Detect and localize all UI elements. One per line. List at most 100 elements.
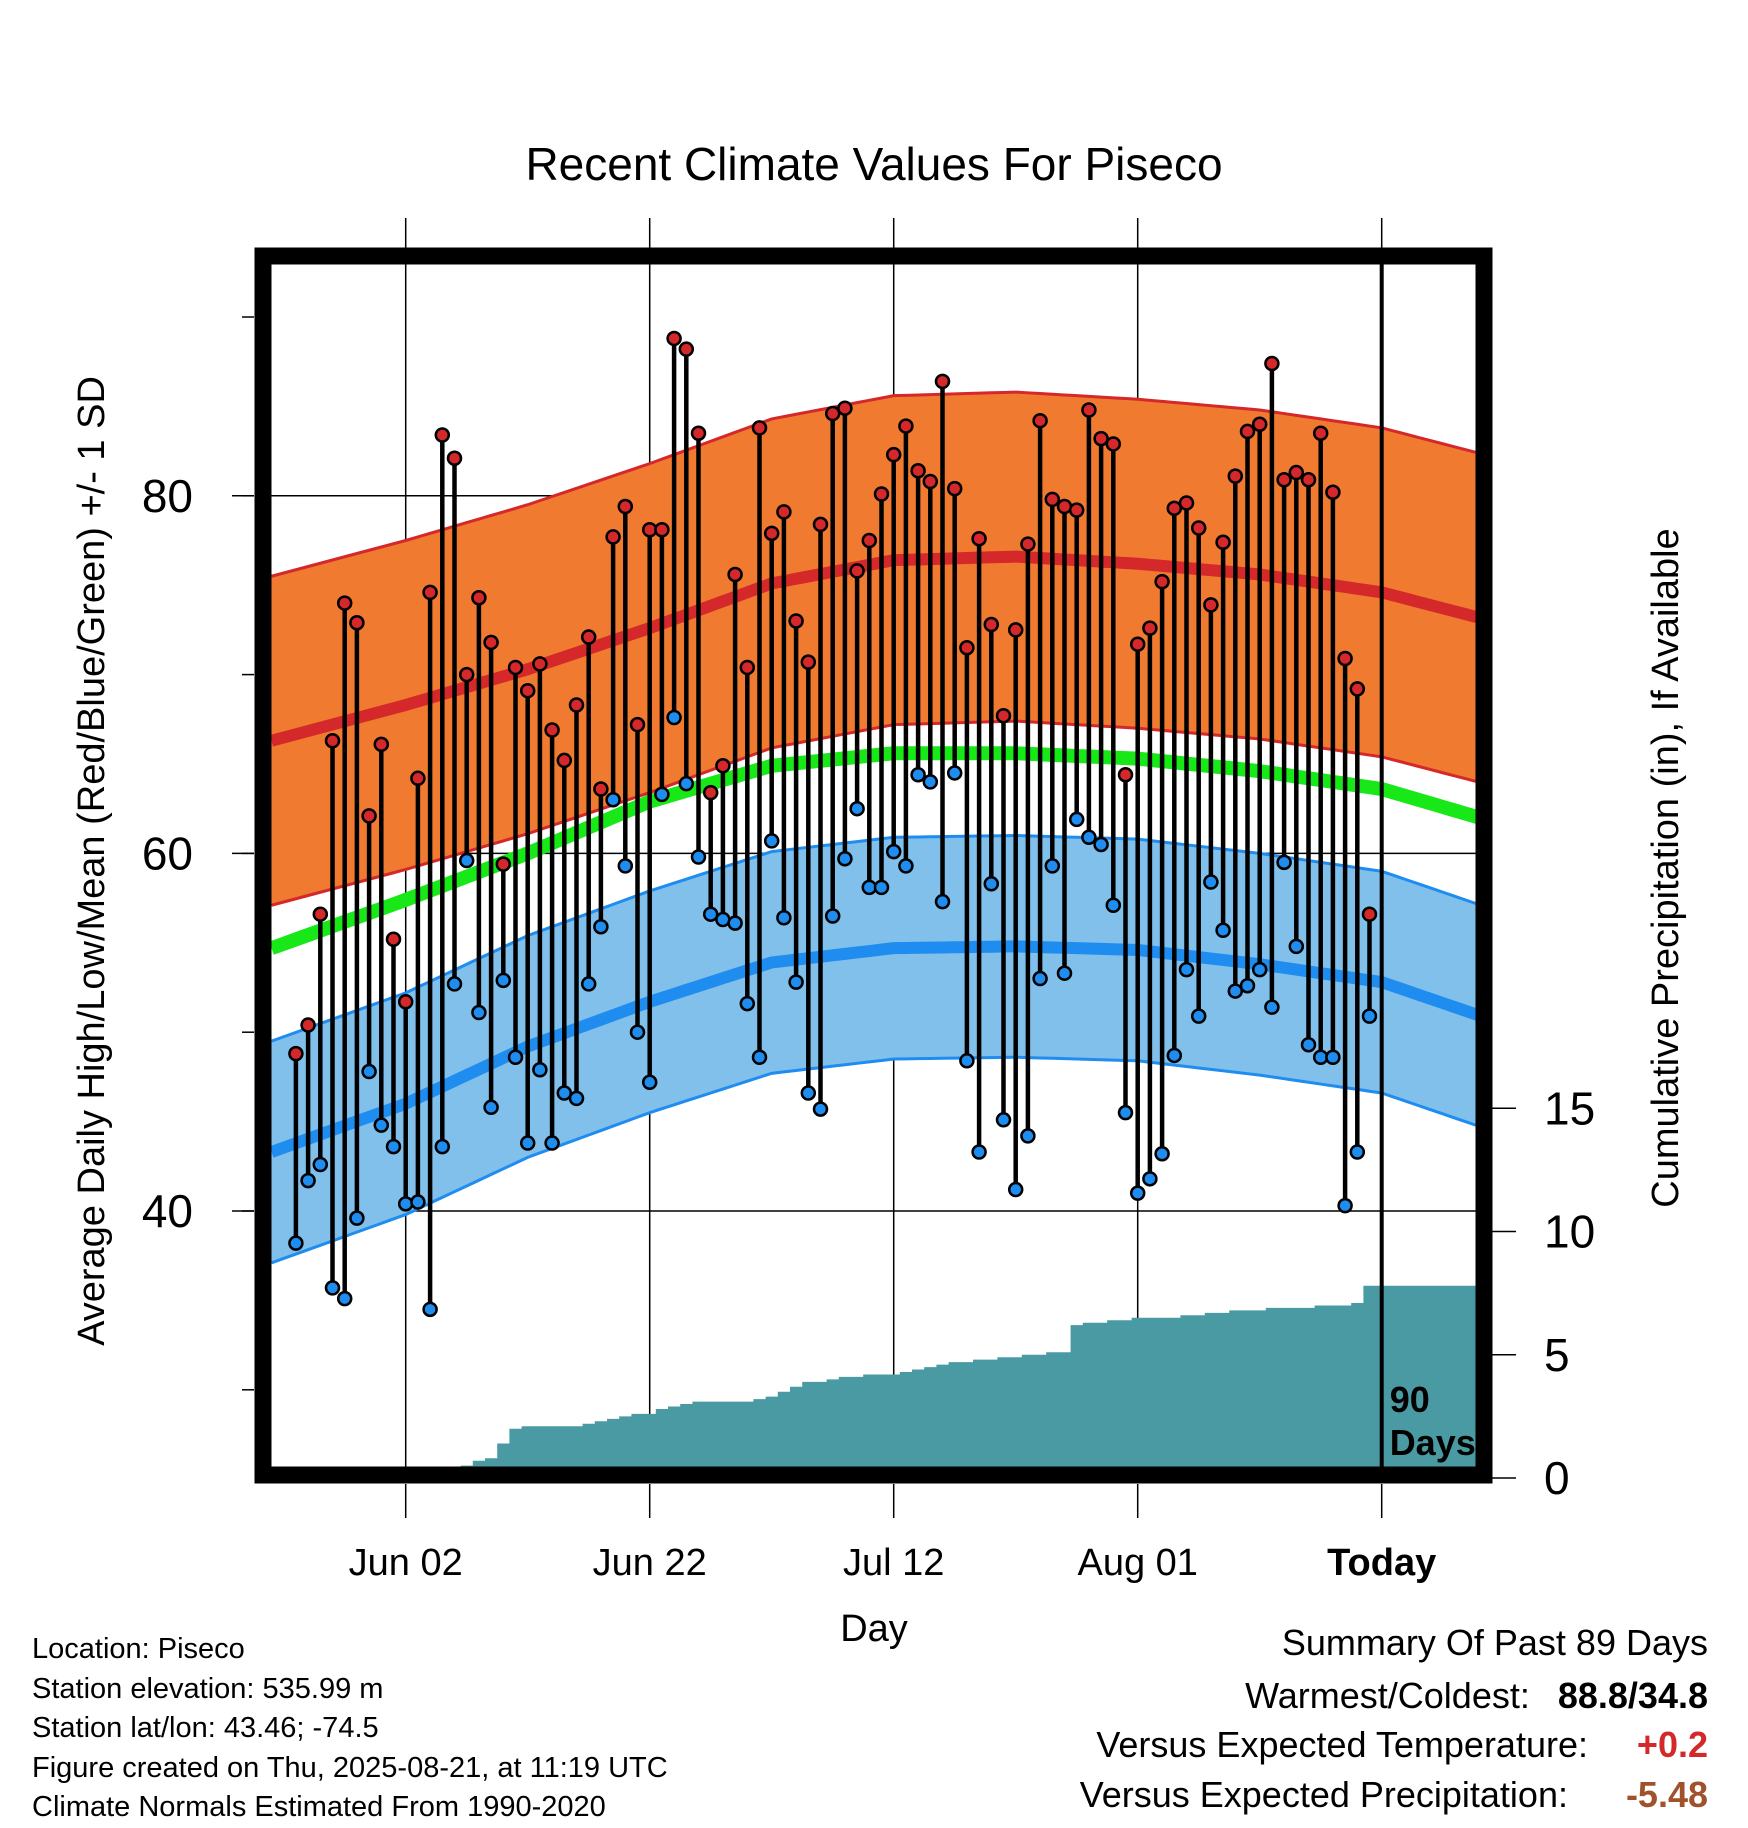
daily-low-point <box>1142 1171 1158 1187</box>
high-band-upper-edge <box>271 390 1484 578</box>
latlon-text: Station lat/lon: 43.46; -74.5 <box>32 1712 379 1744</box>
daily-high-point <box>629 716 646 733</box>
daily-high-point <box>1312 425 1329 441</box>
temp-departure-value: +0.2 <box>1636 1724 1708 1765</box>
plot-frame <box>254 247 1493 1484</box>
daily-low-point <box>617 858 634 874</box>
elevation-text: Station elevation: 535.99 m <box>32 1673 384 1705</box>
daily-low-point <box>422 1301 438 1318</box>
daily-low-point <box>812 1101 829 1117</box>
daily-high-point <box>312 906 329 922</box>
daily-low-point <box>336 1290 353 1307</box>
daily-low-point <box>1007 1181 1024 1198</box>
daily-high-point <box>446 450 463 467</box>
daily-low-point <box>373 1117 390 1133</box>
daily-low-point <box>922 774 939 790</box>
daily-high-point <box>1020 536 1036 552</box>
daily-low-point <box>1337 1197 1353 1214</box>
daily-high-point <box>885 446 902 463</box>
warmest-coldest-row: Warmest/Coldest: 88.8/34.8 <box>1245 1675 1708 1717</box>
daily-low-point <box>532 1061 548 1078</box>
daily-high-point <box>910 463 926 479</box>
daily-low-point <box>495 972 512 989</box>
daily-high-point <box>873 486 890 502</box>
daily-low-point <box>1190 1008 1207 1024</box>
daily-low-point <box>1032 970 1048 987</box>
daily-low-point <box>1068 811 1085 828</box>
daily-high-point <box>532 656 548 672</box>
daily-low-point <box>690 849 707 865</box>
daily-high-point <box>922 473 939 490</box>
daily-low-point <box>678 775 695 792</box>
daily-low-point <box>1361 1008 1378 1024</box>
daily-high-point <box>678 341 695 357</box>
daily-high-point <box>1300 471 1317 488</box>
daily-low-point <box>312 1156 329 1173</box>
daily-low-point <box>959 1053 975 1069</box>
daily-low-point <box>288 1235 304 1251</box>
daily-high-point <box>1007 622 1024 638</box>
precip-departure-row: Versus Expected Precipitation: -5.48 <box>1080 1774 1708 1816</box>
daily-high-point <box>1215 534 1231 551</box>
daily-high-point <box>788 613 804 629</box>
daily-high-point <box>1239 423 1256 440</box>
daily-low-point <box>1300 1036 1317 1053</box>
daily-low-point <box>702 906 719 922</box>
daily-high-point <box>983 616 1000 633</box>
daily-low-point <box>507 1049 524 1065</box>
daily-high-point <box>1117 766 1134 783</box>
daily-low-point <box>410 1194 426 1210</box>
y-axis-label: Average Daily High/Low/Mean (Red/Blue/Gr… <box>71 376 113 1346</box>
daily-low-point <box>1215 922 1231 939</box>
daily-high-point <box>385 931 402 947</box>
window-label-unit: Days <box>1390 1422 1476 1463</box>
daily-high-point <box>1166 500 1183 517</box>
daily-high-point <box>519 682 536 699</box>
precipitation-area <box>289 1285 1484 1475</box>
daily-high-point <box>1178 495 1195 511</box>
y2-tick-label: 5 <box>1544 1329 1570 1381</box>
daily-high-point <box>666 330 682 347</box>
daily-low-point <box>800 1085 817 1101</box>
daily-low-point <box>568 1090 585 1107</box>
daily-high-point <box>1264 355 1280 372</box>
y2-axis-label: Cumulative Precipitation (in), If Availa… <box>1645 528 1687 1207</box>
daily-high-point <box>288 1045 304 1062</box>
daily-low-point <box>1178 961 1195 978</box>
daily-low-point <box>385 1138 402 1155</box>
daily-low-point <box>763 833 780 849</box>
precip-departure-value: -5.48 <box>1625 1774 1708 1815</box>
daily-low-point <box>605 792 621 808</box>
daily-low-point <box>1227 983 1244 999</box>
low-normal-line <box>269 940 1484 1158</box>
daily-high-point <box>410 770 426 787</box>
daily-low-point <box>666 709 682 726</box>
daily-low-point <box>458 852 475 869</box>
daily-low-point <box>727 915 743 931</box>
daily-high-point <box>702 784 719 801</box>
daily-low-point <box>788 974 804 990</box>
daily-low-point <box>776 910 792 926</box>
x-tick-label: Jun 02 <box>349 1542 463 1584</box>
daily-low-point <box>1093 836 1109 853</box>
daily-high-point <box>971 530 987 547</box>
warmest-coldest-label: Warmest/Coldest: <box>1245 1675 1530 1716</box>
daily-high-point <box>739 659 756 676</box>
daily-high-point <box>1081 402 1097 418</box>
daily-low-point <box>1154 1146 1170 1162</box>
daily-low-point <box>946 765 963 781</box>
daily-high-point <box>727 566 743 583</box>
x-axis-label: Day <box>840 1608 908 1650</box>
daily-high-point <box>1276 471 1292 488</box>
daily-high-point <box>1068 502 1085 518</box>
daily-low-point <box>629 1024 646 1040</box>
daily-high-point <box>1154 573 1170 590</box>
daily-high-point <box>654 522 670 538</box>
daily-high-point <box>1190 520 1207 536</box>
daily-low-point <box>934 893 951 910</box>
y2-tick-label: 15 <box>1544 1082 1595 1134</box>
daily-high-point <box>1044 491 1061 508</box>
summary-title: Summary Of Past 89 Days <box>1281 1622 1708 1663</box>
temp-departure-label: Versus Expected Temperature: <box>1096 1724 1588 1765</box>
daily-high-point <box>1105 436 1122 452</box>
